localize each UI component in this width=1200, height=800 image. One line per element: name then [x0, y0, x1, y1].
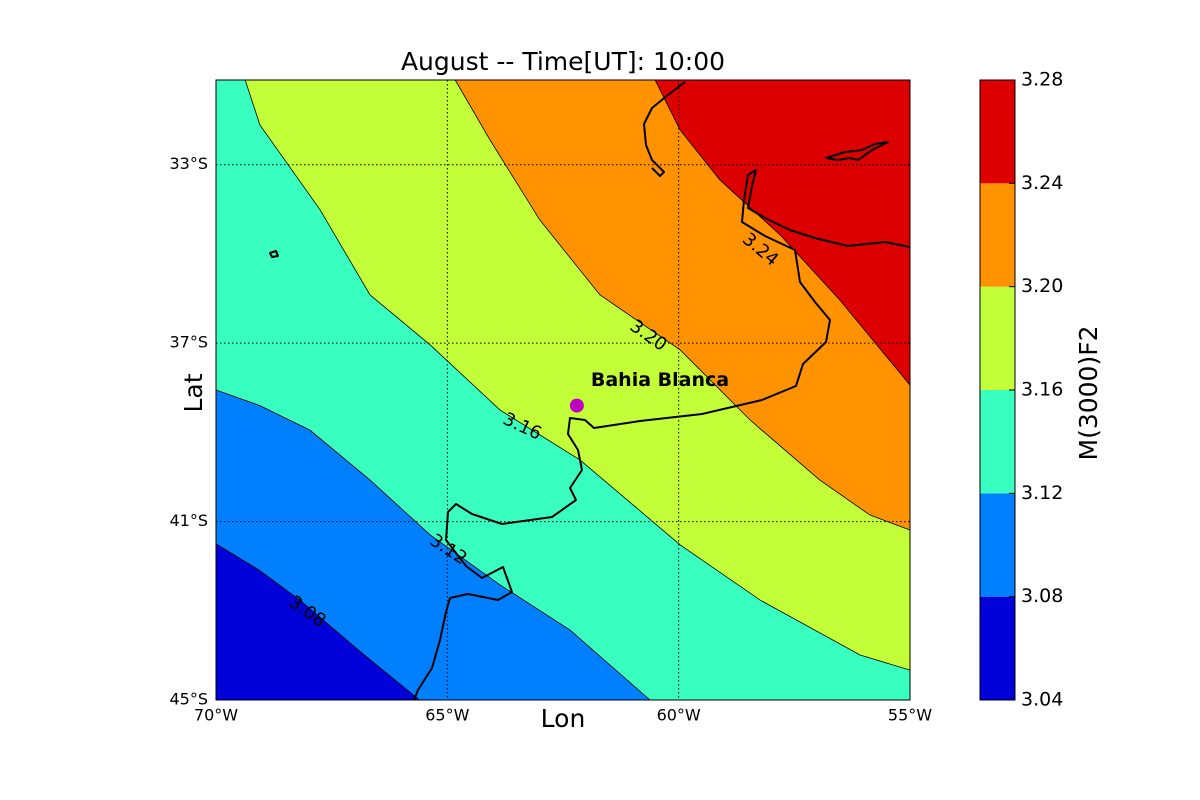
band-fill: [655, 80, 910, 386]
y-tick-label: 33°S: [169, 154, 208, 173]
contour-line: [244, 79, 911, 671]
contour-line: [215, 389, 651, 701]
lake: [269, 250, 279, 258]
coastline: [269, 81, 910, 700]
colorbar-segment: [980, 596, 1015, 700]
y-tick-label: 41°S: [169, 511, 208, 530]
colorbar-segment: [980, 493, 1015, 597]
x-tick-label: 70°W: [194, 706, 238, 725]
colorbar-label: M(3000)F2: [1074, 326, 1103, 461]
x-tick-label: 60°W: [657, 706, 701, 725]
y-tick-label: 37°S: [169, 333, 208, 352]
y-tick-label: 45°S: [169, 690, 208, 709]
colorbar-segment: [980, 390, 1015, 494]
plot-frame: [215, 79, 911, 701]
colorbar-frame: [979, 79, 1016, 701]
colorbar-tick-label: 3.12: [1021, 482, 1063, 504]
y-axis-label: Lat: [179, 373, 208, 412]
x-tick-label: 65°W: [425, 706, 469, 725]
contour-line: [215, 543, 420, 701]
city-marker: [569, 398, 584, 413]
contour-fills: [216, 80, 910, 700]
colorbar-segment: [980, 286, 1015, 390]
coastline-main: [413, 169, 910, 700]
x-tick-label: 55°W: [888, 706, 932, 725]
contour-line: [654, 79, 911, 386]
colorbar-tick-label: 3.20: [1021, 275, 1063, 297]
city-label: Bahia Blanca: [591, 369, 729, 391]
contour-line: [454, 79, 911, 531]
colorbar-segment: [980, 80, 1015, 184]
colorbar-tick-label: 3.04: [1021, 689, 1063, 711]
x-axis-label: Lon: [541, 704, 586, 733]
colorbar-tick-label: 3.28: [1021, 69, 1063, 91]
island: [825, 141, 889, 161]
colorbar-tick-label: 3.24: [1021, 172, 1063, 194]
colorbar-tick-label: 3.16: [1021, 379, 1063, 401]
coastline-north: [643, 81, 686, 177]
colorbar-tick-label: 3.08: [1021, 585, 1063, 607]
chart-title: August -- Time[UT]: 10:00: [401, 47, 725, 76]
colorbar-segment: [980, 183, 1015, 287]
colorbar: [980, 79, 1015, 701]
